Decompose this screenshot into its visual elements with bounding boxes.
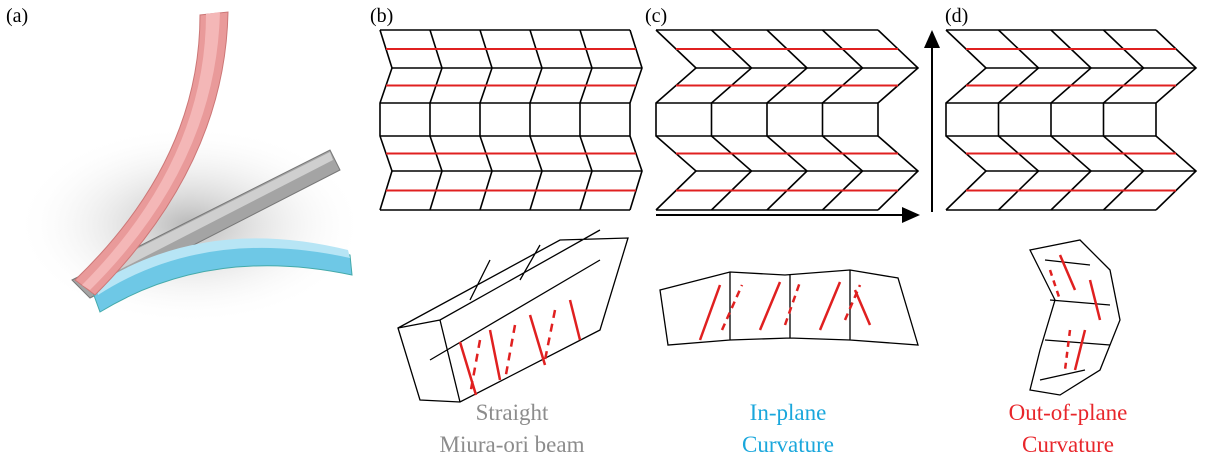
crease bbox=[946, 30, 986, 210]
sketch-c bbox=[660, 270, 918, 345]
figure: (a) (b) (c) (d) Straight Miura-ori beam … bbox=[0, 0, 1214, 464]
caption: Miura-ori beam bbox=[440, 432, 585, 457]
caption: Curvature bbox=[742, 432, 834, 457]
crease bbox=[878, 30, 918, 210]
crease bbox=[380, 30, 392, 210]
panel-label: (c) bbox=[645, 5, 667, 27]
crease bbox=[580, 30, 592, 210]
crease bbox=[430, 30, 442, 210]
crease bbox=[480, 30, 492, 210]
crease-pattern bbox=[380, 30, 642, 210]
panel-label: (a) bbox=[6, 5, 28, 27]
crease-pattern bbox=[656, 30, 918, 210]
panel-label: (b) bbox=[370, 5, 393, 27]
caption: Straight bbox=[476, 400, 549, 425]
crease-pattern bbox=[946, 30, 1196, 210]
crease bbox=[530, 30, 542, 210]
crease bbox=[1104, 30, 1144, 210]
beam-render bbox=[15, 12, 365, 325]
crease bbox=[1051, 30, 1091, 210]
sketch-b bbox=[398, 230, 628, 402]
crease bbox=[999, 30, 1039, 210]
caption: In-plane bbox=[750, 400, 827, 425]
panel-label: (d) bbox=[945, 5, 968, 27]
crease bbox=[1156, 30, 1196, 210]
crease bbox=[656, 30, 696, 210]
crease bbox=[712, 30, 752, 210]
caption: Out-of-plane bbox=[1009, 400, 1128, 425]
crease bbox=[823, 30, 863, 210]
caption: Curvature bbox=[1022, 432, 1114, 457]
crease bbox=[767, 30, 807, 210]
sketch-d bbox=[1030, 240, 1120, 395]
crease bbox=[630, 30, 642, 210]
